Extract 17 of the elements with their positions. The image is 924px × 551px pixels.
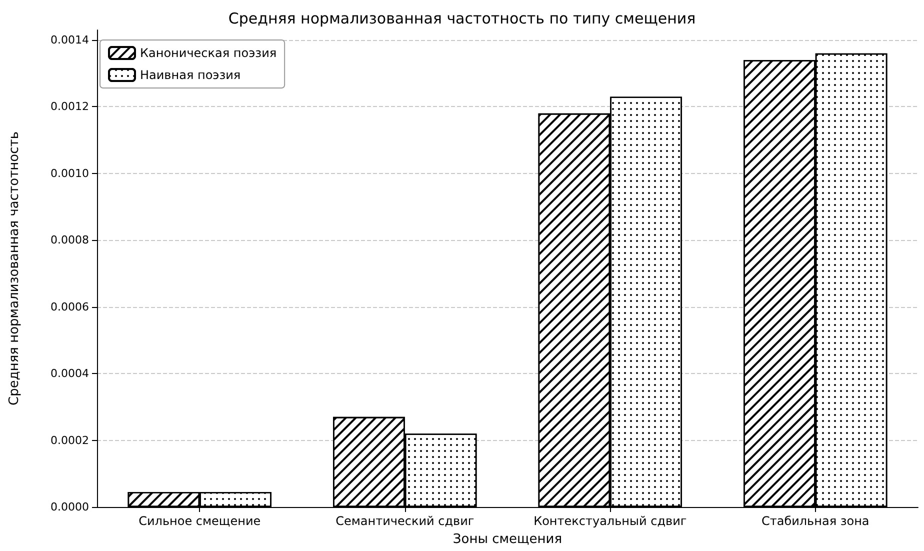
legend-label: Наивная поэзия <box>140 68 241 82</box>
legend-label: Каноническая поэзия <box>140 46 277 60</box>
x-tick-label: Семантический сдвиг <box>336 514 474 528</box>
x-tick-label: Контекстуальный сдвиг <box>534 514 687 528</box>
y-tick-label: 0.0000 <box>50 500 89 514</box>
y-tick-label: 0.0008 <box>50 234 89 247</box>
x-tick-label: Сильное смещение <box>138 514 261 528</box>
y-axis-title: Средняя нормализованная частотность <box>7 132 22 406</box>
x-tick-label: Стабильная зона <box>761 514 870 528</box>
x-axis-title: Зоны смещения <box>452 532 562 547</box>
y-tick-label: 0.0012 <box>50 100 89 114</box>
y-tick-label: 0.0002 <box>50 434 89 447</box>
y-tick-label: 0.0014 <box>50 34 89 47</box>
y-tick-label: 0.0010 <box>50 166 89 180</box>
y-tick-label: 0.0004 <box>50 367 89 380</box>
y-tick-label: 0.0006 <box>50 300 89 314</box>
chart-title: Средняя нормализованная частотность по типу смещения <box>228 10 696 28</box>
